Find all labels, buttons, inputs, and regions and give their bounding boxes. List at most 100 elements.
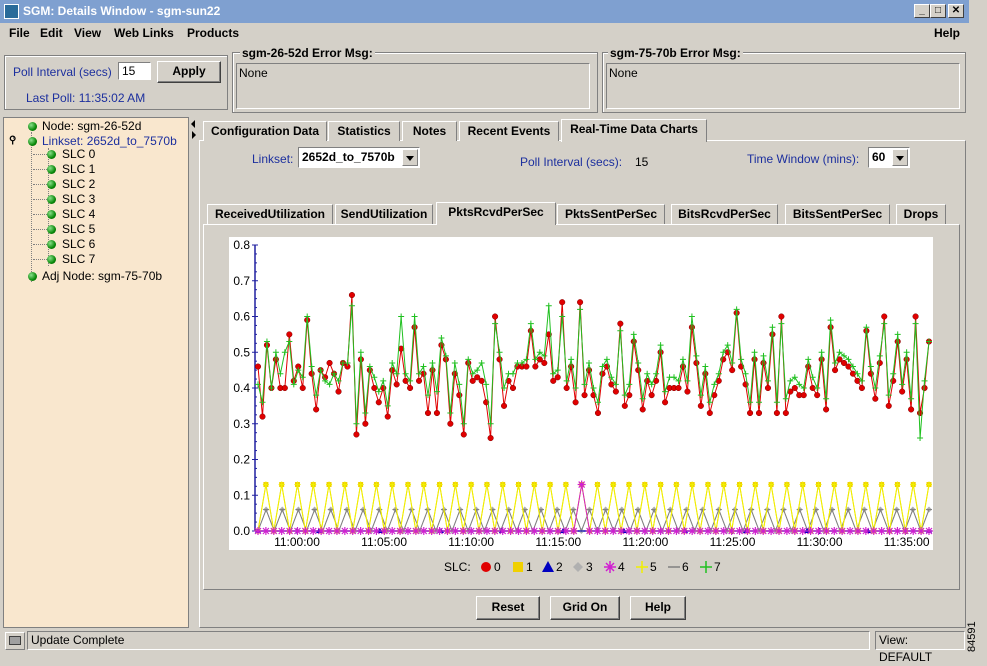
series-5-point bbox=[262, 481, 269, 488]
series-4-point bbox=[380, 527, 389, 535]
help-button[interactable]: Help bbox=[630, 596, 686, 620]
series-0-point bbox=[456, 392, 463, 399]
series-7-point bbox=[747, 399, 754, 406]
tab-pkts-sent-per-sec[interactable]: PktsSentPerSec bbox=[557, 204, 665, 224]
series-4-point bbox=[561, 527, 570, 535]
series-7-point bbox=[921, 377, 928, 384]
series-5-point bbox=[483, 481, 490, 488]
series-4-point bbox=[309, 527, 318, 535]
series-4-point bbox=[443, 527, 452, 535]
menu-file[interactable]: File bbox=[9, 26, 30, 40]
tab-bits-rcvd-per-sec[interactable]: BitsRcvdPerSec bbox=[671, 204, 778, 224]
reset-button[interactable]: Reset bbox=[476, 596, 540, 620]
console-icon[interactable] bbox=[5, 632, 25, 650]
tree-slc-item[interactable]: SLC 4 bbox=[62, 207, 96, 221]
menu-help[interactable]: Help bbox=[934, 26, 961, 40]
poll-interval-input[interactable]: 15 bbox=[118, 62, 151, 80]
series-0-point bbox=[313, 406, 320, 413]
y-tick-label: 0.8 bbox=[233, 238, 250, 252]
series-5-point bbox=[547, 481, 554, 488]
series-7-point bbox=[496, 349, 503, 356]
series-7-point bbox=[559, 313, 566, 320]
chevron-down-icon[interactable] bbox=[892, 149, 908, 166]
menu-web-links[interactable]: Web Links bbox=[114, 26, 174, 40]
collapse-right-icon[interactable] bbox=[192, 131, 196, 139]
linkset-select[interactable]: 2652d_to_7570b bbox=[298, 147, 420, 168]
close-button[interactable]: ✕ bbox=[948, 4, 964, 18]
title-bar: SGM: Details Window - sgm-sun22 _ □ ✕ bbox=[0, 0, 969, 23]
legend-label: 4 bbox=[618, 560, 625, 574]
series-7-point bbox=[653, 370, 660, 377]
maximize-button[interactable]: □ bbox=[930, 4, 946, 18]
slc-status-icon bbox=[47, 180, 56, 189]
tree-slc-item[interactable]: SLC 3 bbox=[62, 192, 96, 206]
series-7-point bbox=[483, 381, 490, 388]
tab-statistics[interactable]: Statistics bbox=[328, 121, 400, 141]
series-4-point bbox=[403, 527, 412, 535]
tree-slc-item[interactable]: SLC 5 bbox=[62, 222, 96, 236]
series-7-point bbox=[429, 359, 436, 366]
series-0-point bbox=[581, 392, 588, 399]
linkset-label: Linkset: bbox=[252, 152, 294, 166]
series-7-point bbox=[684, 377, 691, 384]
y-tick-label: 0.6 bbox=[233, 310, 250, 324]
series-0-point bbox=[693, 359, 700, 367]
tab-received-utilization[interactable]: ReceivedUtilization bbox=[207, 204, 333, 224]
tab-bits-sent-per-sec[interactable]: BitsSentPerSec bbox=[785, 204, 890, 224]
series-4-point bbox=[869, 527, 878, 535]
series-7-point bbox=[290, 381, 297, 388]
series-4-point bbox=[293, 527, 302, 535]
menu-products[interactable]: Products bbox=[187, 26, 240, 40]
legend-label: 2 bbox=[556, 560, 563, 574]
tab-configuration-data[interactable]: Configuration Data bbox=[203, 121, 327, 141]
series-0-point bbox=[899, 388, 906, 395]
tree-slc-item[interactable]: SLC 0 bbox=[62, 147, 96, 161]
series-0-point bbox=[362, 420, 369, 427]
splitter[interactable] bbox=[190, 117, 198, 628]
tree-slc-item[interactable]: SLC 6 bbox=[62, 237, 96, 251]
tab-real-time-data-charts[interactable]: Real-Time Data Charts bbox=[561, 119, 707, 142]
menu-view[interactable]: View bbox=[74, 26, 102, 40]
expand-toggle-icon[interactable]: ⚲ bbox=[9, 135, 17, 146]
menu-edit[interactable]: Edit bbox=[40, 26, 63, 40]
series-7-point bbox=[662, 388, 669, 395]
collapse-left-icon[interactable] bbox=[191, 120, 195, 128]
tab-notes[interactable]: Notes bbox=[402, 121, 457, 141]
series-5-point bbox=[452, 481, 459, 488]
series-4-point bbox=[680, 527, 689, 535]
error-title-2: sgm-75-70b Error Msg: bbox=[608, 46, 743, 60]
series-5-point bbox=[499, 481, 506, 488]
app-icon bbox=[4, 4, 19, 19]
minimize-button[interactable]: _ bbox=[914, 4, 930, 18]
series-7-point bbox=[451, 359, 458, 366]
tree-slc-item[interactable]: SLC 2 bbox=[62, 177, 96, 191]
tab-pkts-rcvd-per-sec[interactable]: PktsRcvdPerSec bbox=[436, 202, 556, 225]
series-4-point bbox=[427, 527, 436, 535]
tree-slc-item[interactable]: SLC 1 bbox=[62, 162, 96, 176]
time-window-select[interactable]: 60 bbox=[868, 147, 910, 168]
tab-send-utilization[interactable]: SendUtilization bbox=[335, 204, 433, 224]
series-7-point bbox=[362, 410, 369, 417]
grid-on-button[interactable]: Grid On bbox=[550, 596, 620, 620]
tab-recent-events[interactable]: Recent Events bbox=[459, 121, 559, 141]
tree-adj-node[interactable]: Adj Node: sgm-75-70b bbox=[42, 269, 163, 283]
legend-marker bbox=[573, 562, 583, 572]
series-4-point bbox=[711, 527, 720, 535]
menu-bar: File Edit View Web Links Products Help bbox=[0, 23, 969, 44]
tree-slc-item[interactable]: SLC 7 bbox=[62, 252, 96, 266]
series-0-point bbox=[778, 313, 785, 320]
series-4-point bbox=[451, 527, 460, 535]
series-7-point bbox=[263, 338, 270, 345]
chevron-down-icon[interactable] bbox=[402, 149, 418, 166]
series-7-point bbox=[867, 363, 874, 370]
apply-button[interactable]: Apply bbox=[157, 61, 221, 83]
error-panel-1 bbox=[232, 52, 598, 113]
series-5-point bbox=[720, 481, 727, 488]
tab-drops[interactable]: Drops bbox=[896, 204, 946, 224]
series-7-point bbox=[711, 381, 718, 388]
tree-linkset[interactable]: Linkset: 2652d_to_7570b bbox=[42, 134, 177, 148]
series-0-point bbox=[908, 406, 915, 413]
tree-node[interactable]: Node: sgm-26-52d bbox=[42, 119, 142, 133]
series-7-point bbox=[277, 370, 284, 377]
topology-tree: Node: sgm-26-52d ⚲ Linkset: 2652d_to_757… bbox=[3, 117, 189, 628]
